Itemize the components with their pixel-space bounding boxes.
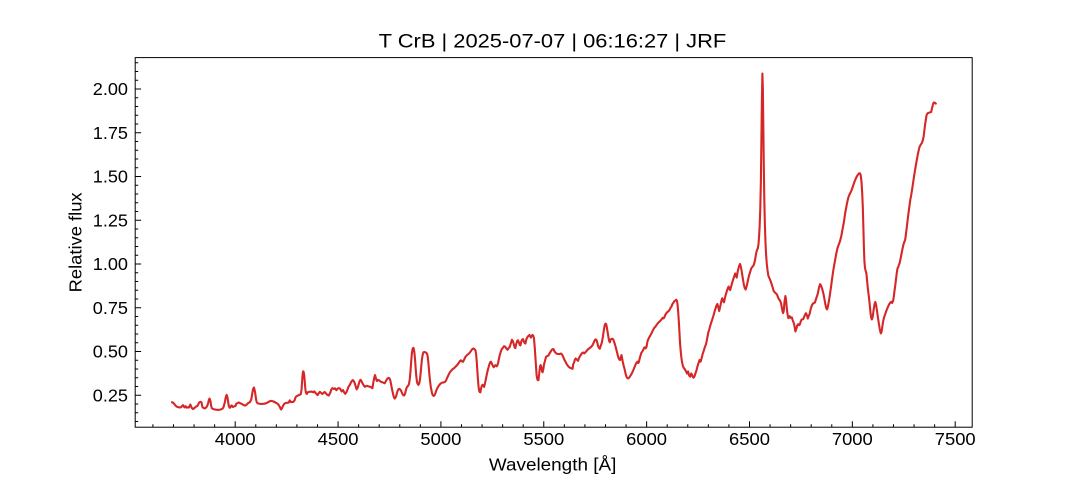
svg-text:1.00: 1.00 [93, 254, 128, 274]
svg-text:6000: 6000 [626, 429, 667, 449]
svg-text:2.00: 2.00 [93, 79, 128, 99]
svg-text:0.75: 0.75 [93, 298, 128, 318]
svg-text:0.25: 0.25 [93, 385, 128, 405]
svg-text:7500: 7500 [935, 429, 976, 449]
svg-text:1.50: 1.50 [93, 167, 128, 187]
svg-text:5500: 5500 [523, 429, 564, 449]
svg-text:7000: 7000 [832, 429, 873, 449]
svg-text:T CrB | 2025-07-07 | 06:16:27: T CrB | 2025-07-07 | 06:16:27 | JRF [379, 30, 727, 52]
svg-text:5000: 5000 [420, 429, 461, 449]
svg-text:Wavelength [Å]: Wavelength [Å] [489, 454, 617, 474]
svg-text:1.25: 1.25 [93, 210, 128, 230]
svg-text:1.75: 1.75 [93, 123, 128, 143]
svg-text:4000: 4000 [215, 429, 256, 449]
svg-text:Relative flux: Relative flux [66, 192, 86, 292]
svg-text:6500: 6500 [729, 429, 770, 449]
svg-text:0.50: 0.50 [93, 342, 128, 362]
svg-text:4500: 4500 [318, 429, 359, 449]
